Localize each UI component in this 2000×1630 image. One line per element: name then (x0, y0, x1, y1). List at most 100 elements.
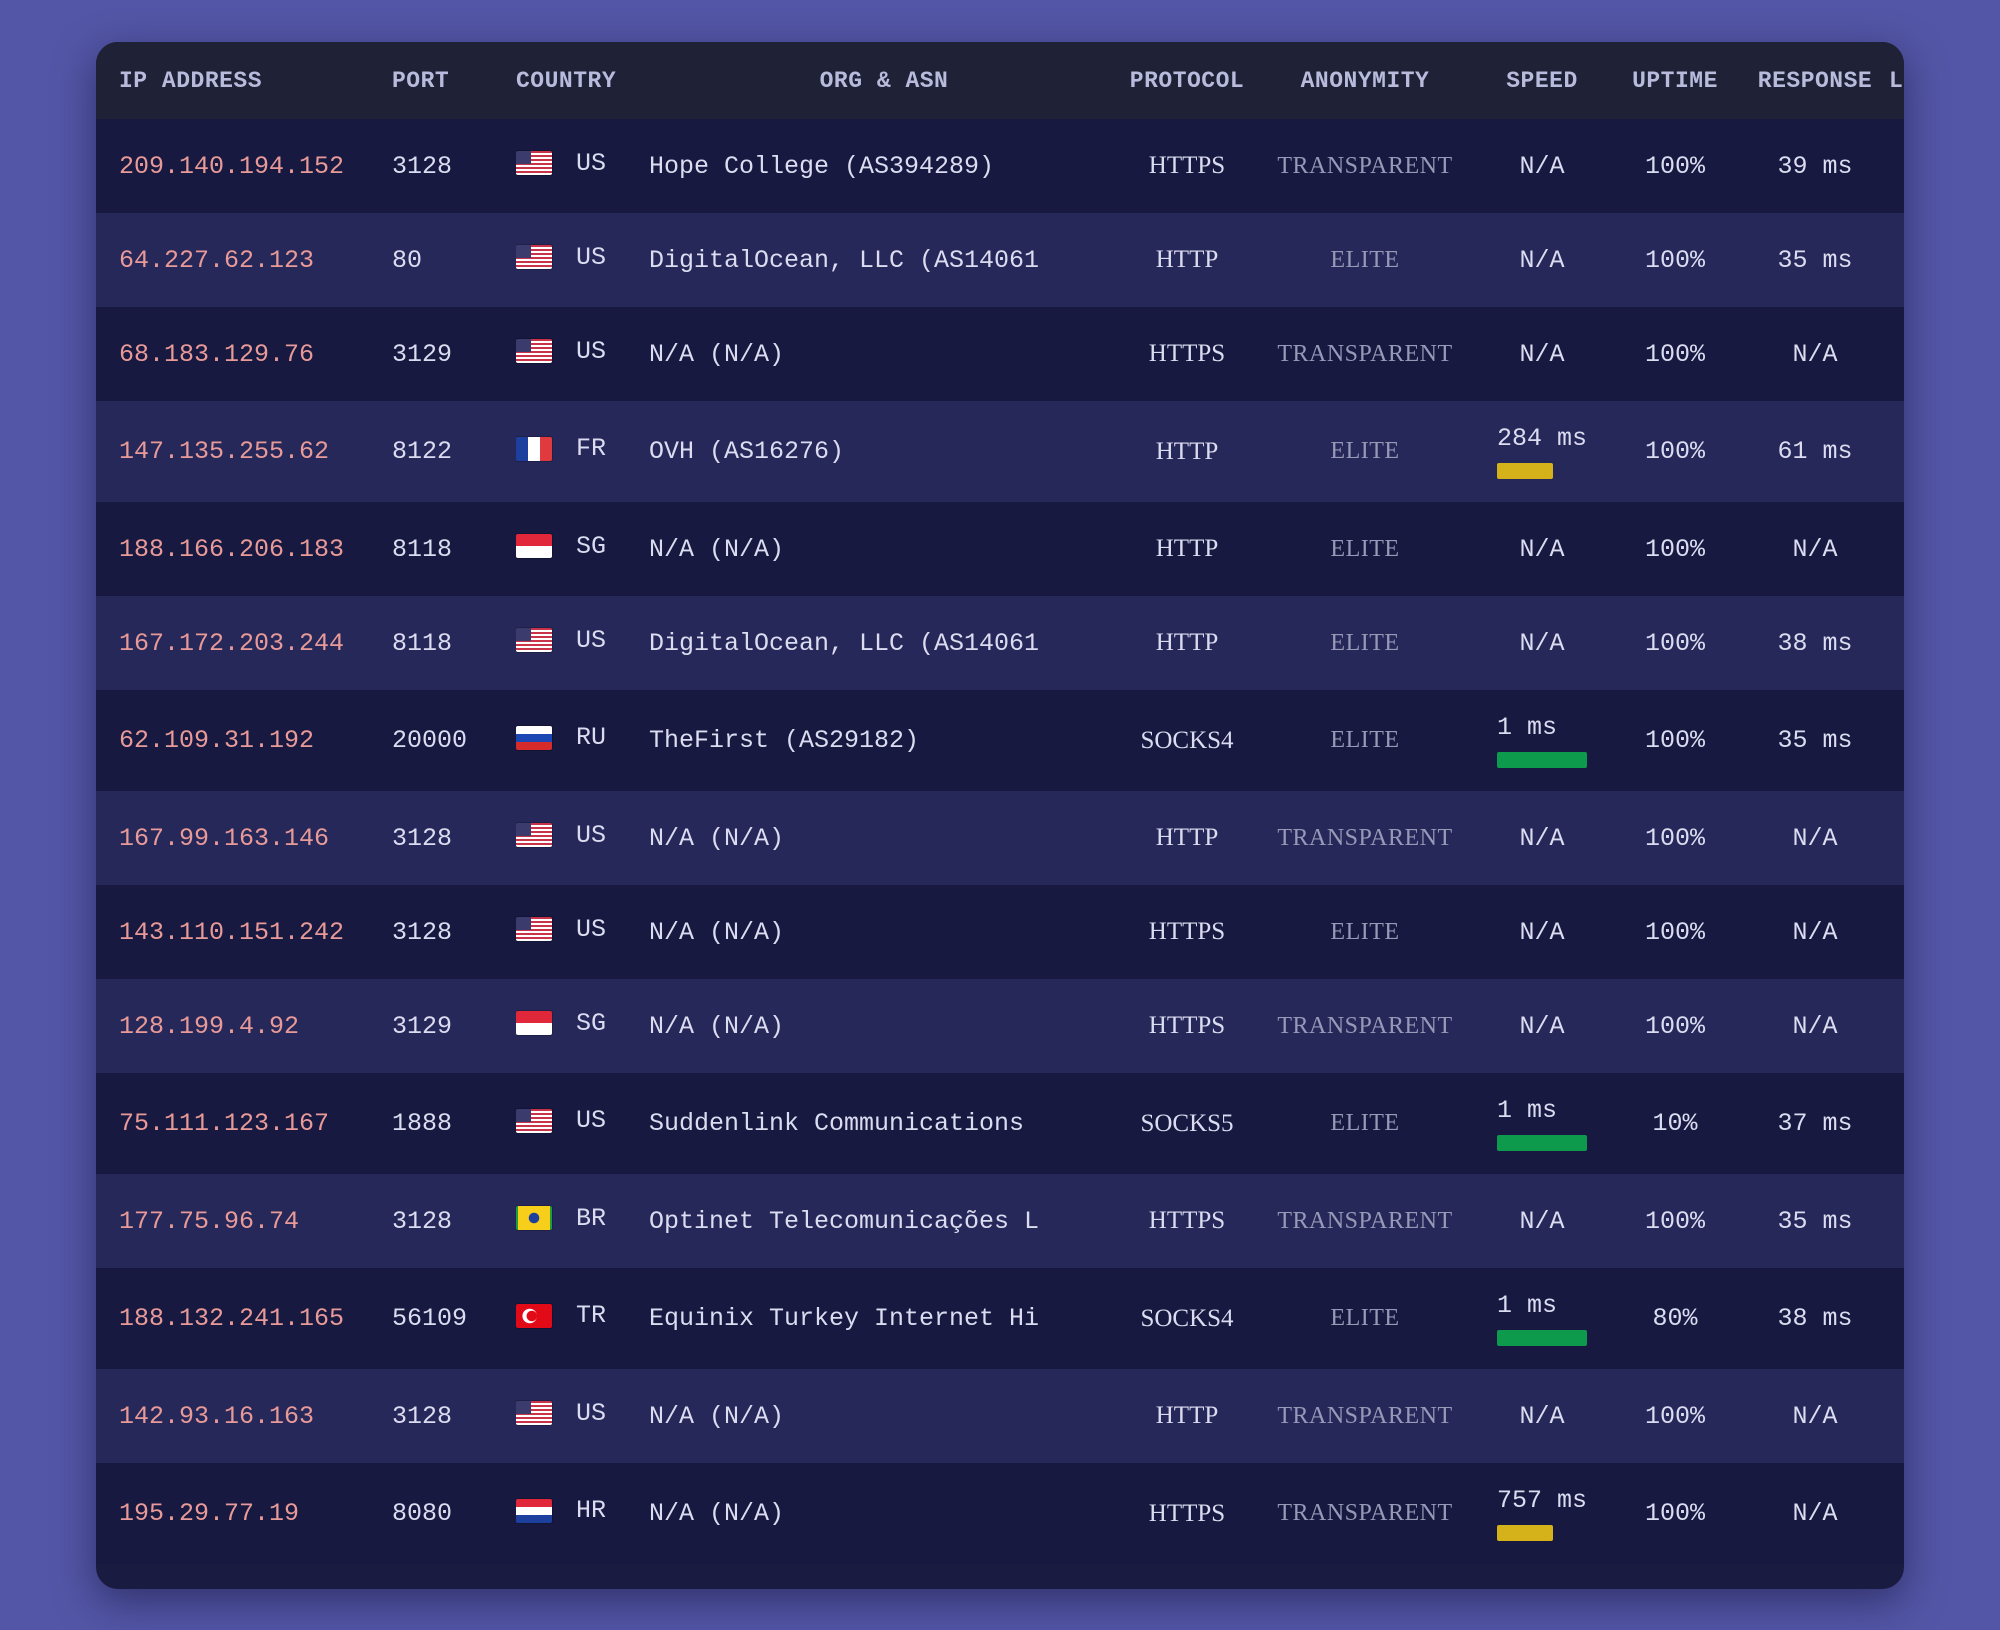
country-code: FR (576, 434, 607, 464)
protocol-cell: HTTP (1119, 213, 1255, 307)
speed-bar (1497, 752, 1587, 768)
response-time: 37 ms (1777, 1109, 1853, 1138)
country-badge: US (516, 243, 606, 272)
table-row[interactable]: 64.227.62.123 80 US DigitalOcean, LLC (AS14… (96, 213, 1904, 307)
response-cell: 37 ms (1741, 1073, 1889, 1174)
port-cell: 20000 (382, 690, 516, 791)
table-row[interactable]: 177.75.96.74 3128 BR Optinet Telecomunicaçõ… (96, 1174, 1904, 1268)
table-row[interactable]: 209.140.194.152 3128 US Hope College (AS394… (96, 119, 1904, 213)
table-row[interactable]: 75.111.123.167 1888 US Suddenlink Communica… (96, 1073, 1904, 1174)
header-speed[interactable]: SPEED (1506, 67, 1578, 94)
ip-cell[interactable]: 75.111.123.167 (96, 1073, 382, 1174)
header-response[interactable]: RESPONSE (1757, 67, 1873, 94)
ip-cell[interactable]: 64.227.62.123 (96, 213, 382, 307)
uptime: 100% (1644, 628, 1705, 658)
port: 8118 (392, 628, 453, 658)
table-row[interactable]: 167.172.203.244 8118 US DigitalOcean, LLC (… (96, 596, 1904, 690)
speed-value: N/A (1519, 151, 1565, 181)
anonymity-cell: TRANSPARENT (1255, 119, 1475, 213)
country-cell: US (516, 1073, 646, 1174)
header-anonymity[interactable]: ANONYMITY (1300, 67, 1430, 94)
truncated-cell (1889, 1268, 1904, 1369)
table-row[interactable]: 68.183.129.76 3129 US N/A (N/A) HTTPS TRANSPA… (96, 307, 1904, 401)
country-badge: FR (516, 434, 606, 463)
truncated-cell (1889, 1369, 1904, 1463)
country-cell: US (516, 885, 646, 979)
truncated-cell (1889, 791, 1904, 885)
ip-cell[interactable]: 62.109.31.192 (96, 690, 382, 791)
org-asn: Hope College (AS394289) (649, 151, 995, 181)
header-country[interactable]: COUNTRY (516, 67, 617, 94)
table-row[interactable]: 142.93.16.163 3128 US N/A (N/A) HTTP TRANSPAR… (96, 1369, 1904, 1463)
country-badge: US (516, 149, 606, 178)
protocol-cell: SOCKS4 (1119, 690, 1255, 791)
protocol-cell: HTTP (1119, 1369, 1255, 1463)
truncated-cell (1889, 502, 1904, 596)
hr-flag-icon (516, 1498, 552, 1523)
uptime-cell: 100% (1609, 596, 1741, 690)
org-cell: DigitalOcean, LLC (AS14061 (646, 596, 1119, 690)
header-org-asn[interactable]: ORG & ASN (819, 67, 949, 94)
uptime: 80% (1652, 1304, 1698, 1333)
protocol: SOCKS4 (1140, 726, 1234, 754)
protocol: HTTPS (1148, 1207, 1226, 1234)
table-row[interactable]: 195.29.77.19 8080 HR N/A (N/A) HTTPS TRANSPAR… (96, 1463, 1904, 1564)
uptime: 100% (1644, 437, 1705, 466)
protocol-cell: HTTP (1119, 502, 1255, 596)
ip-cell[interactable]: 142.93.16.163 (96, 1369, 382, 1463)
ip-address: 167.99.163.146 (119, 823, 330, 853)
country-cell: US (516, 1369, 646, 1463)
uptime-cell: 100% (1609, 791, 1741, 885)
ip-cell[interactable]: 143.110.151.242 (96, 885, 382, 979)
country-badge: US (516, 915, 606, 944)
ip-address: 68.183.129.76 (119, 339, 315, 369)
ip-cell[interactable]: 209.140.194.152 (96, 119, 382, 213)
table-row[interactable]: 128.199.4.92 3129 SG N/A (N/A) HTTPS TRANSPAR… (96, 979, 1904, 1073)
response-cell: N/A (1741, 979, 1889, 1073)
ip-cell[interactable]: 188.132.241.165 (96, 1268, 382, 1369)
table-row[interactable]: 62.109.31.192 20000 RU TheFirst (AS29182) SO… (96, 690, 1904, 791)
ip-cell[interactable]: 128.199.4.92 (96, 979, 382, 1073)
speed-cell: N/A (1475, 119, 1609, 213)
response-time: 35 ms (1777, 1206, 1853, 1236)
speed-cell: N/A (1475, 791, 1609, 885)
header-port[interactable]: PORT (392, 67, 450, 94)
table-row[interactable]: 188.166.206.183 8118 SG N/A (N/A) HTTP ELITE N… (96, 502, 1904, 596)
header-uptime[interactable]: UPTIME (1632, 67, 1718, 94)
truncated-cell (1889, 1073, 1904, 1174)
us-flag-icon (516, 917, 552, 942)
anonymity: TRANSPARENT (1277, 1402, 1453, 1429)
ip-cell[interactable]: 195.29.77.19 (96, 1463, 382, 1564)
protocol: HTTPS (1148, 340, 1226, 367)
ip-cell[interactable]: 167.172.203.244 (96, 596, 382, 690)
table-row[interactable]: 167.99.163.146 3128 US N/A (N/A) HTTP TRANSPA… (96, 791, 1904, 885)
table-row[interactable]: 143.110.151.242 3128 US N/A (N/A) HTTPS ELITE… (96, 885, 1904, 979)
table-row[interactable]: 147.135.255.62 8122 FR OVH (AS16276) HTTP ELI… (96, 401, 1904, 502)
ip-cell[interactable]: 147.135.255.62 (96, 401, 382, 502)
ip-cell[interactable]: 177.75.96.74 (96, 1174, 382, 1268)
uptime-cell: 100% (1609, 502, 1741, 596)
org-asn: Optinet Telecomunicações L (649, 1206, 1040, 1236)
protocol: HTTPS (1148, 1012, 1226, 1039)
header-truncated[interactable]: L (1889, 67, 1904, 94)
ip-address: 75.111.123.167 (119, 1109, 330, 1138)
country-badge: US (516, 1106, 606, 1135)
country-badge: US (516, 337, 606, 366)
header-protocol[interactable]: PROTOCOL (1129, 67, 1245, 94)
ip-cell[interactable]: 188.166.206.183 (96, 502, 382, 596)
anonymity-cell: TRANSPARENT (1255, 1369, 1475, 1463)
header-ip-address[interactable]: IP ADDRESS (119, 67, 263, 94)
ip-cell[interactable]: 167.99.163.146 (96, 791, 382, 885)
response-cell: 39 ms (1741, 119, 1889, 213)
uptime: 100% (1644, 151, 1705, 181)
table-row[interactable]: 188.132.241.165 56109 TR Equinix Turkey Int… (96, 1268, 1904, 1369)
port-cell: 3128 (382, 1369, 516, 1463)
tr-flag-icon (516, 1303, 552, 1328)
speed-cell: 1 ms (1475, 1268, 1609, 1369)
country-code: SG (576, 1008, 607, 1038)
ip-cell[interactable]: 68.183.129.76 (96, 307, 382, 401)
ip-address: 188.132.241.165 (119, 1304, 345, 1333)
org-asn: N/A (N/A) (649, 1011, 785, 1041)
anonymity-cell: TRANSPARENT (1255, 979, 1475, 1073)
org-asn: N/A (N/A) (649, 1401, 785, 1431)
